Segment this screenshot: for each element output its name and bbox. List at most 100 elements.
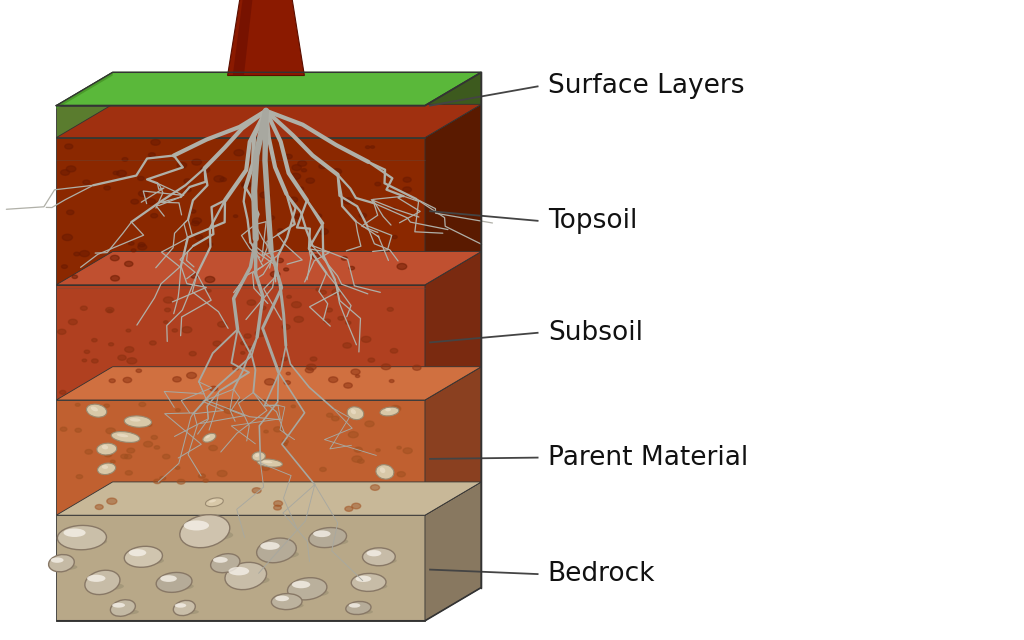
Circle shape [351, 369, 360, 375]
Circle shape [139, 403, 145, 406]
Circle shape [74, 252, 80, 256]
Ellipse shape [313, 531, 331, 537]
Ellipse shape [124, 416, 152, 428]
Polygon shape [56, 285, 425, 400]
Circle shape [255, 330, 265, 337]
Ellipse shape [62, 536, 108, 547]
Circle shape [349, 266, 354, 270]
Ellipse shape [124, 547, 163, 567]
Circle shape [57, 329, 66, 334]
Circle shape [305, 367, 313, 372]
Circle shape [182, 326, 191, 333]
Circle shape [286, 372, 291, 375]
Circle shape [278, 228, 283, 232]
Circle shape [117, 170, 126, 177]
Circle shape [76, 403, 80, 406]
Circle shape [359, 213, 367, 218]
Circle shape [151, 214, 158, 218]
Circle shape [208, 243, 213, 246]
Circle shape [376, 449, 380, 452]
Circle shape [324, 319, 331, 323]
Ellipse shape [206, 498, 223, 507]
Circle shape [397, 264, 407, 269]
Ellipse shape [355, 576, 372, 582]
Circle shape [310, 357, 316, 361]
Polygon shape [56, 72, 113, 109]
Circle shape [60, 427, 67, 431]
Circle shape [294, 316, 303, 323]
Ellipse shape [214, 564, 243, 570]
Ellipse shape [173, 600, 196, 616]
Circle shape [298, 161, 306, 166]
Ellipse shape [211, 554, 240, 573]
Circle shape [282, 357, 287, 361]
Circle shape [268, 216, 274, 220]
Ellipse shape [252, 452, 265, 461]
Ellipse shape [101, 445, 109, 449]
Circle shape [127, 448, 135, 453]
Circle shape [295, 214, 302, 219]
Ellipse shape [206, 435, 210, 438]
Circle shape [150, 341, 157, 345]
Ellipse shape [351, 409, 356, 414]
Circle shape [375, 182, 381, 186]
Circle shape [306, 364, 316, 370]
Ellipse shape [86, 404, 106, 417]
Polygon shape [56, 367, 481, 400]
Circle shape [283, 443, 287, 445]
Circle shape [67, 210, 74, 214]
Circle shape [352, 456, 362, 462]
Circle shape [244, 334, 251, 338]
Circle shape [155, 445, 160, 449]
Circle shape [172, 329, 177, 332]
Circle shape [241, 351, 245, 355]
Circle shape [203, 479, 208, 482]
Ellipse shape [257, 538, 296, 563]
Ellipse shape [161, 575, 177, 582]
Circle shape [191, 221, 200, 226]
Circle shape [106, 498, 117, 504]
Ellipse shape [51, 564, 78, 570]
Ellipse shape [260, 550, 299, 559]
Ellipse shape [368, 557, 396, 564]
Circle shape [332, 289, 342, 295]
Circle shape [318, 164, 326, 168]
Circle shape [343, 343, 351, 348]
Circle shape [390, 349, 397, 353]
Circle shape [345, 506, 353, 511]
Circle shape [121, 454, 128, 459]
Circle shape [365, 421, 374, 427]
Circle shape [326, 308, 333, 312]
Circle shape [99, 448, 105, 452]
Circle shape [392, 236, 397, 239]
Circle shape [319, 467, 327, 472]
Circle shape [138, 191, 148, 196]
Circle shape [92, 339, 97, 342]
Circle shape [85, 449, 92, 454]
Ellipse shape [156, 572, 193, 593]
Ellipse shape [87, 575, 105, 582]
Ellipse shape [376, 465, 394, 479]
Circle shape [209, 445, 217, 451]
Circle shape [164, 297, 173, 303]
Circle shape [218, 321, 226, 327]
Circle shape [368, 358, 375, 362]
Polygon shape [56, 400, 425, 515]
Ellipse shape [91, 406, 98, 412]
Ellipse shape [346, 602, 371, 614]
Circle shape [201, 167, 210, 173]
Circle shape [357, 459, 365, 463]
Ellipse shape [63, 529, 86, 537]
Circle shape [83, 180, 90, 184]
Circle shape [175, 467, 180, 469]
Text: Subsoil: Subsoil [548, 320, 643, 346]
Ellipse shape [87, 582, 124, 590]
Ellipse shape [288, 578, 327, 600]
Circle shape [61, 265, 68, 268]
Circle shape [82, 359, 87, 362]
Circle shape [151, 140, 160, 145]
Circle shape [65, 144, 73, 149]
Text: Bedrock: Bedrock [548, 561, 655, 587]
Text: Topsoil: Topsoil [548, 208, 637, 234]
Ellipse shape [113, 609, 139, 614]
